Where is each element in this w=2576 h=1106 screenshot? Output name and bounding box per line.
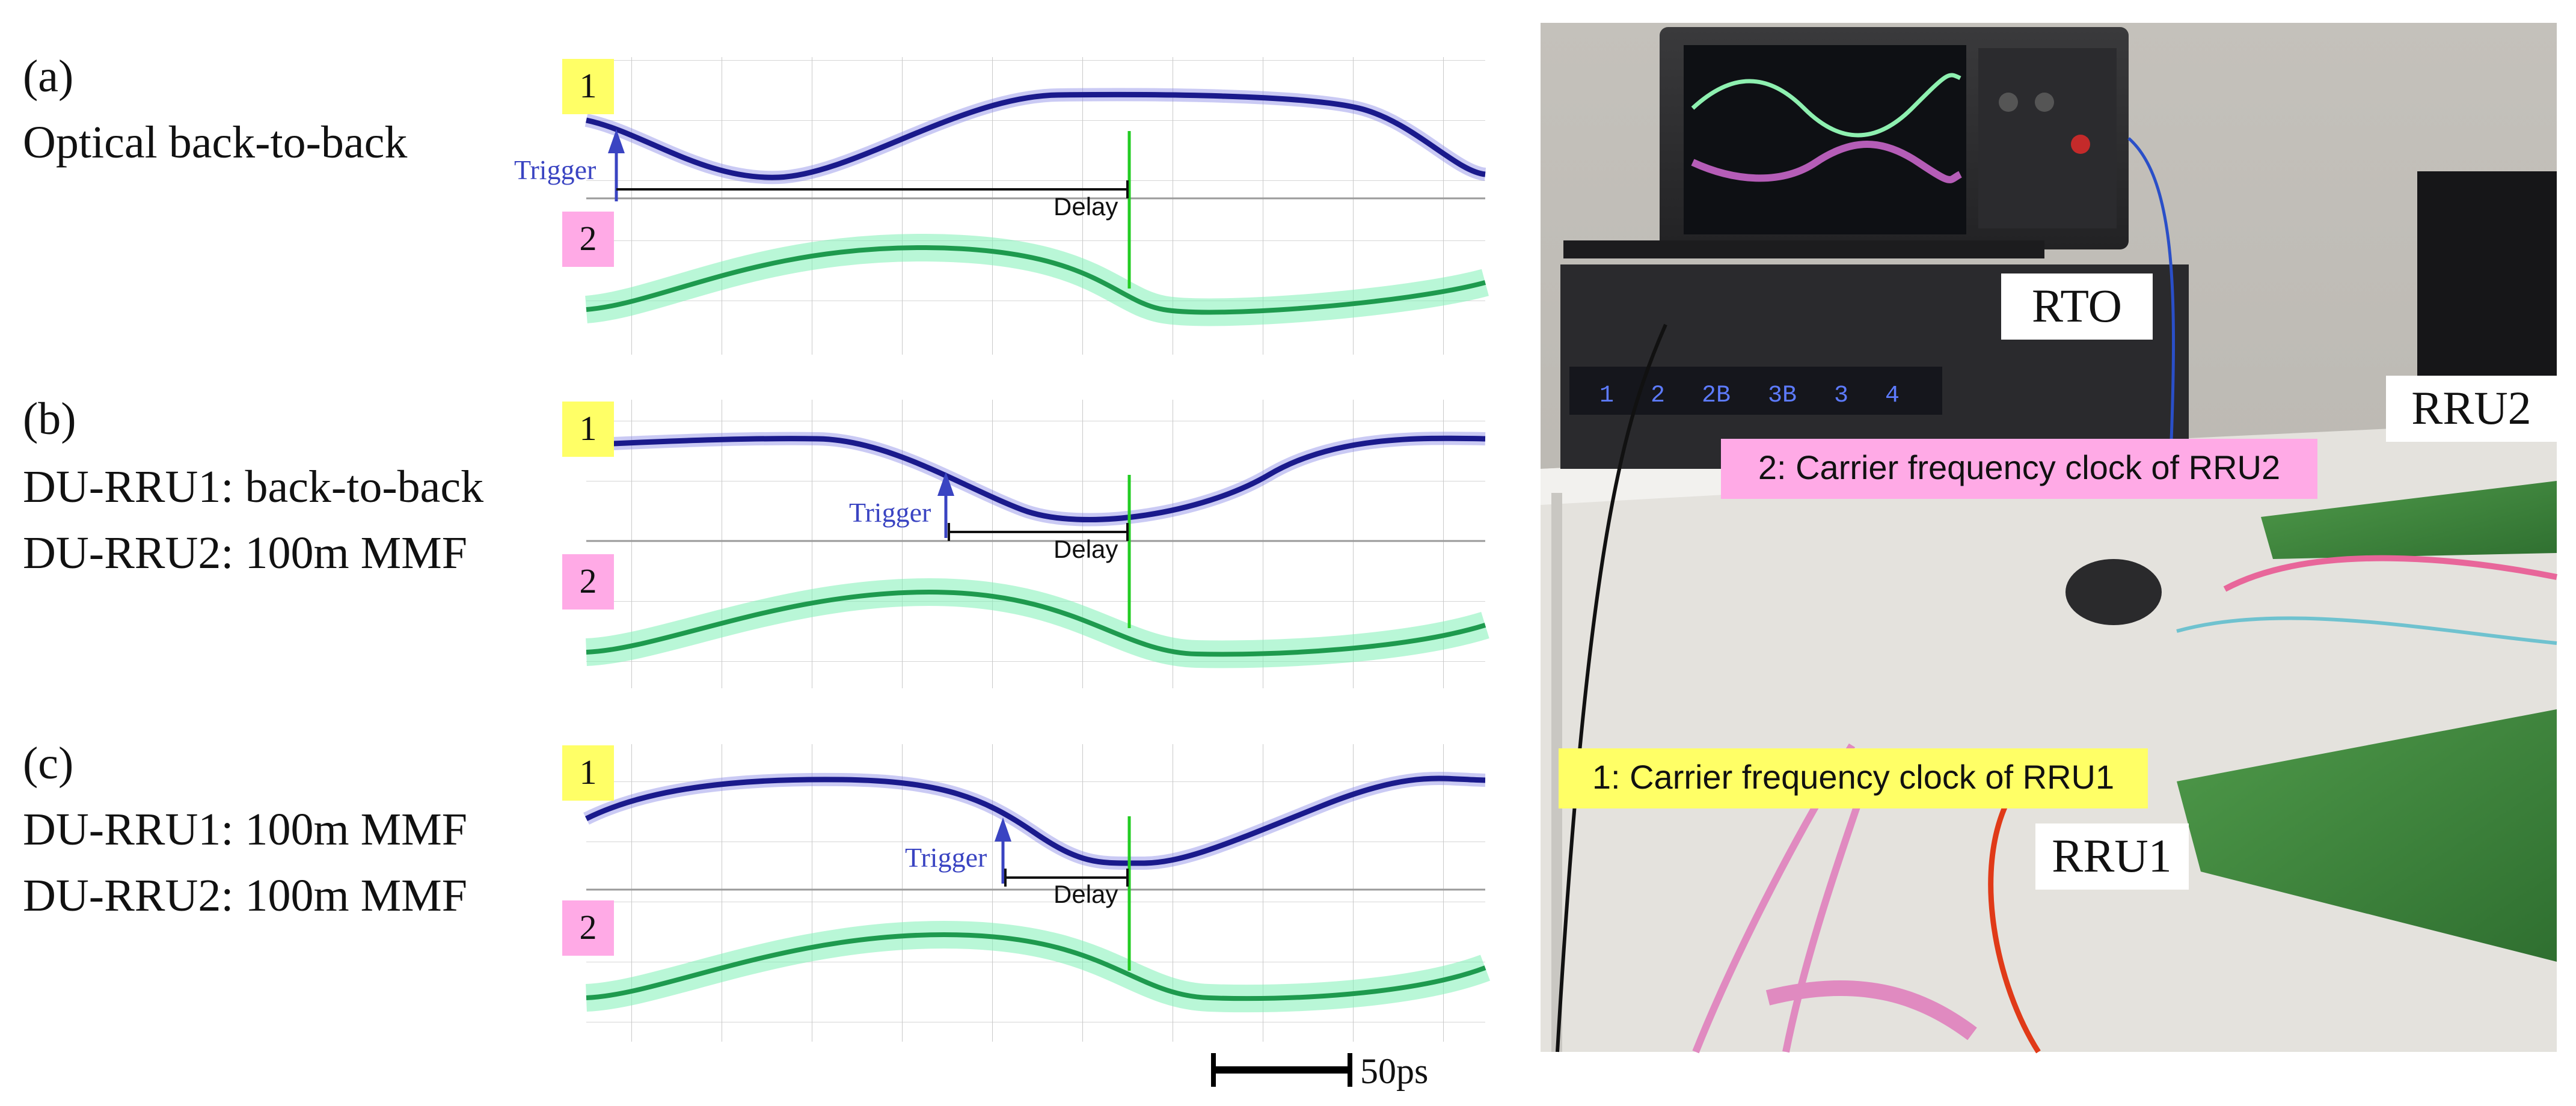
panel-c-delay-label: Delay — [1053, 880, 1118, 908]
clock2-label: 2: Carrier frequency clock of RRU2 — [1758, 448, 2280, 486]
scope-channel-1: 1 — [1599, 382, 1614, 409]
clock1-label: 1: Carrier frequency clock of RRU1 — [1592, 758, 2114, 796]
scope-screen — [1684, 45, 1966, 234]
panel-b-ch1-trace — [586, 435, 1486, 522]
scope-channel-2: 2 — [1651, 382, 1665, 409]
panel-c-trigger-arrow — [995, 817, 1011, 842]
panel-a-scope: Trigger Delay — [514, 57, 1489, 355]
blue-cable — [2127, 137, 2176, 457]
computer-mouse — [2065, 559, 2162, 625]
panel-a-ch1-trace — [586, 91, 1486, 180]
panel-b-ch2-label: 2 — [580, 561, 597, 600]
panel-c-ch1-trace — [585, 775, 1486, 866]
panel-c-ch2-trace — [586, 932, 1486, 1001]
aqua-fiber — [2176, 616, 2557, 645]
panel-c-trigger-label: Trigger — [905, 842, 987, 873]
panel-c-condition-1: DU-RRU1: 100m MMF — [23, 804, 467, 855]
scope-channel-4: 4 — [1885, 382, 1900, 409]
panel-c-letter: (c) — [23, 738, 73, 789]
monitor — [2417, 171, 2557, 376]
scope-knob — [1999, 93, 2018, 112]
black-cable — [1556, 323, 1667, 1053]
panel-c-scope: Trigger Delay — [583, 744, 1491, 1042]
panel-a-ch1-label: 1 — [580, 66, 597, 105]
panel-a-ch2-label: 2 — [580, 219, 597, 258]
scope-keyboard — [1563, 240, 2044, 258]
clock2-label-box — [1721, 439, 2317, 499]
oscilloscope — [1560, 27, 2189, 469]
panel-b-condition-2: DU-RRU2: 100m MMF — [23, 528, 467, 578]
rru2-label: RRU2 — [2411, 382, 2531, 434]
panel-b-trigger-arrow — [937, 472, 954, 496]
red-cable — [1988, 798, 2041, 1054]
scope-screen-trace-green — [1691, 73, 1961, 138]
lab-photo: RTO RRU2 RRU1 2: Carrier frequency clock… — [1541, 23, 2557, 1054]
rru1-board — [2177, 709, 2557, 962]
panel-a-ch1-badge — [562, 59, 614, 114]
panel-a-trigger-arrow — [608, 129, 625, 153]
scope-channel-3: 3 — [1834, 382, 1848, 409]
panel-b-trigger-label: Trigger — [849, 497, 931, 528]
panel-a-ch2-trace — [586, 245, 1486, 315]
panel-c: (c) DU-RRU1: 100m MMF DU-RRU2: 100m MMF … — [23, 738, 1491, 1042]
panel-c-ch2-badge — [562, 900, 614, 956]
panel-b-scope: Trigger Delay — [585, 400, 1489, 688]
scope-control-panel — [1978, 48, 2117, 228]
photo-table-leg — [1551, 493, 1562, 1052]
scope-screen-trace-pink — [1691, 141, 1962, 183]
panel-a-trigger-label: Trigger — [514, 154, 596, 185]
scope-channel-2b: 2B — [1702, 382, 1731, 409]
clock1-label-box — [1559, 748, 2148, 808]
panel-b-ch1-badge — [562, 402, 614, 457]
panel-c-ch2-label: 2 — [580, 908, 597, 947]
scale-bar: 50ps — [1211, 1051, 1428, 1091]
panel-b-ch2-trace — [586, 589, 1486, 657]
panel-b-condition-1: DU-RRU1: back-to-back — [23, 462, 483, 512]
panel-c-ch1-label: 1 — [580, 753, 597, 792]
panel-b-letter: (b) — [23, 394, 76, 444]
panel-a-letter: (a) — [23, 51, 73, 102]
panel-b-delay-label: Delay — [1053, 535, 1118, 563]
scale-bar-label: 50ps — [1360, 1051, 1428, 1091]
rto-channel-strip — [1569, 367, 1942, 415]
panel-c-condition-2: DU-RRU2: 100m MMF — [23, 870, 467, 921]
panel-b-ch2-badge — [562, 554, 614, 610]
rru1-label: RRU1 — [2052, 830, 2171, 882]
panel-b: (b) DU-RRU1: back-to-back DU-RRU2: 100m … — [23, 394, 1489, 688]
panel-a-condition: Optical back-to-back — [23, 117, 407, 168]
panel-a-ch2-badge — [562, 212, 614, 267]
panel-b-ch1-label: 1 — [580, 409, 597, 448]
panel-a: (a) Optical back-to-back Trigger Delay 1… — [23, 51, 1489, 355]
rto-label-box — [2001, 273, 2153, 340]
rru2-label-box — [2386, 376, 2557, 442]
rto-label: RTO — [2032, 280, 2122, 332]
panel-c-ch1-badge — [562, 745, 614, 801]
scope-channel-3b: 3B — [1768, 382, 1797, 409]
rru1-label-box — [2035, 823, 2189, 890]
rru2-board — [2261, 481, 2557, 559]
panel-a-delay-label: Delay — [1053, 192, 1118, 221]
